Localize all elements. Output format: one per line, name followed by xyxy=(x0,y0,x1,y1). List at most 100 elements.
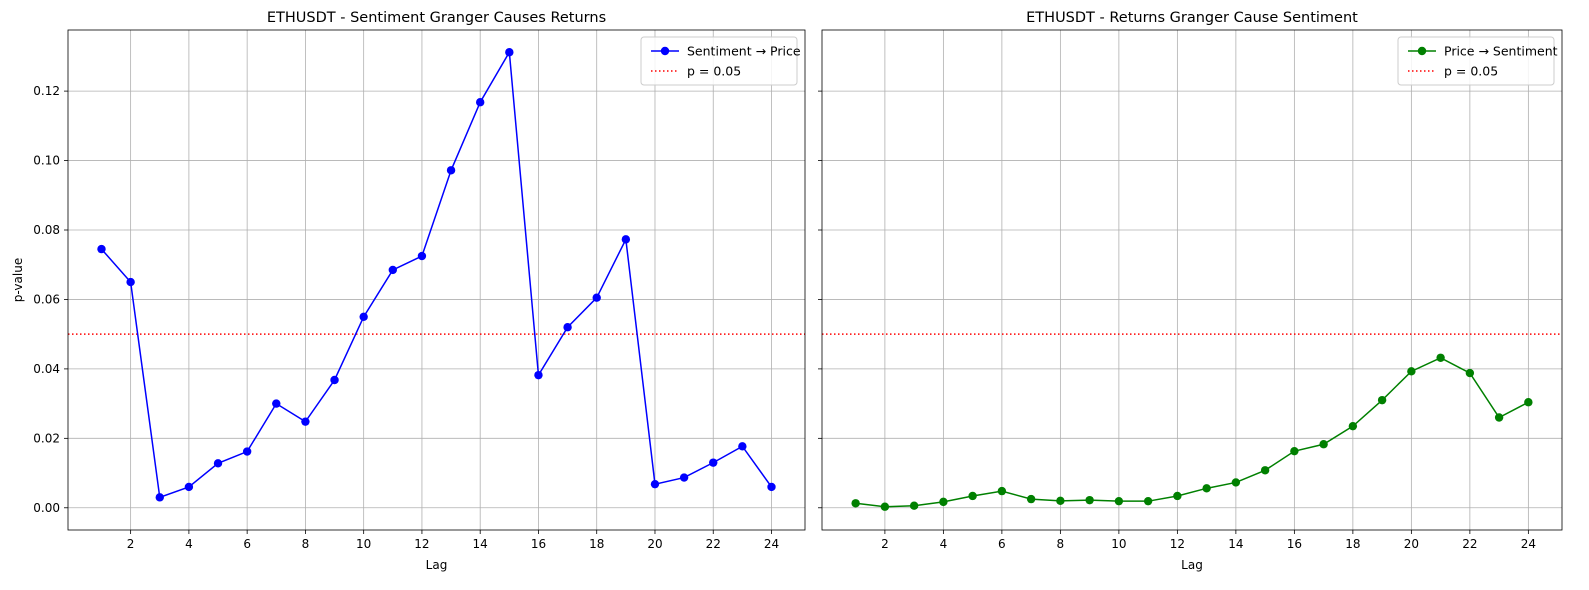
y-tick-label: 0.08 xyxy=(33,223,60,237)
x-tick-label: 2 xyxy=(881,537,889,551)
data-point xyxy=(1260,466,1270,475)
y-tick-label: 0.12 xyxy=(33,84,60,98)
data-point xyxy=(1436,353,1445,362)
data-point xyxy=(330,375,339,385)
x-tick-label: 12 xyxy=(414,537,429,551)
x-tick-label: 4 xyxy=(185,537,193,551)
data-point xyxy=(446,166,456,175)
legend-entry-series: Price → Sentiment xyxy=(1444,44,1558,59)
data-point xyxy=(650,479,660,489)
data-point xyxy=(997,486,1007,496)
data-point xyxy=(417,251,427,261)
data-point xyxy=(968,491,977,501)
data-point xyxy=(709,458,718,467)
x-tick-label: 18 xyxy=(1345,537,1360,551)
legend-entry-reference: p = 0.05 xyxy=(687,64,741,79)
data-point xyxy=(1407,367,1416,376)
data-point xyxy=(563,323,572,332)
chart-panel-1: 2 4 6 8 10 12 14 16 18 20 22 240.000.020.040.060.08… xyxy=(11,10,806,572)
plot-frame xyxy=(67,29,806,531)
data-point xyxy=(1202,484,1211,493)
legend-box xyxy=(640,36,798,86)
legend-marker-swatch xyxy=(660,46,670,56)
x-tick-label: 6 xyxy=(998,537,1006,551)
chart-title: ETHUSDT - Sentiment Granger Causes Retur… xyxy=(267,10,606,26)
data-point xyxy=(301,417,310,426)
data-point xyxy=(1348,421,1358,431)
x-axis-label: Lag xyxy=(1181,558,1203,572)
data-point xyxy=(213,459,223,468)
plot-frame xyxy=(821,29,1563,531)
data-point xyxy=(909,501,919,510)
x-tick-label: 20 xyxy=(647,537,662,551)
data-point xyxy=(388,265,398,275)
x-tick-label: 16 xyxy=(531,537,546,551)
x-tick-label: 18 xyxy=(589,537,604,551)
y-tick-label: 0.02 xyxy=(33,431,60,445)
chart-title: ETHUSDT - Returns Granger Cause Sentimen… xyxy=(1026,10,1358,26)
data-point xyxy=(1377,395,1387,405)
legend-entry-reference: p = 0.05 xyxy=(1444,64,1498,79)
legend: Price → Sentiment p = 0.05 xyxy=(1397,36,1558,86)
data-point xyxy=(505,48,514,57)
x-tick-label: 8 xyxy=(1057,537,1065,551)
y-tick-label: 0.06 xyxy=(33,292,60,306)
legend-marker-swatch xyxy=(1417,46,1427,56)
legend-box xyxy=(1397,36,1555,86)
data-point xyxy=(1085,495,1094,505)
data-point xyxy=(272,399,281,408)
data-point xyxy=(155,493,164,502)
data-point xyxy=(1056,496,1065,506)
series-line xyxy=(100,49,773,499)
data-point xyxy=(1173,491,1182,501)
data-point xyxy=(738,442,747,451)
x-tick-label: 14 xyxy=(1228,537,1243,551)
x-tick-label: 22 xyxy=(706,537,721,551)
data-point xyxy=(1026,494,1036,504)
x-tick-label: 16 xyxy=(1287,537,1302,551)
legend-entry-series: Sentiment → Price xyxy=(687,44,801,59)
data-point xyxy=(534,370,543,380)
x-tick-label: 8 xyxy=(302,537,310,551)
x-tick-label: 10 xyxy=(356,537,371,551)
y-tick-label: 0.00 xyxy=(33,501,60,515)
data-point xyxy=(1465,368,1475,378)
data-point xyxy=(939,497,948,507)
data-point xyxy=(97,244,106,254)
data-point xyxy=(1494,413,1504,422)
y-axis-label: p-value xyxy=(11,258,25,302)
x-tick-label: 12 xyxy=(1170,537,1185,551)
x-tick-label: 14 xyxy=(473,537,488,551)
data-point xyxy=(1231,478,1241,487)
data-point xyxy=(184,482,194,492)
x-tick-label: 24 xyxy=(1521,537,1536,551)
data-point xyxy=(475,98,485,107)
data-point xyxy=(242,447,252,456)
x-tick-label: 4 xyxy=(940,537,948,551)
x-tick-label: 10 xyxy=(1111,537,1126,551)
data-point xyxy=(359,312,368,322)
data-point xyxy=(592,293,601,302)
x-tick-label: 24 xyxy=(764,537,779,551)
y-tick-label: 0.10 xyxy=(33,154,60,168)
x-tick-label: 2 xyxy=(127,537,135,551)
data-point xyxy=(126,277,135,287)
data-point xyxy=(880,502,890,511)
data-point xyxy=(1143,496,1153,506)
x-tick-label: 20 xyxy=(1404,537,1419,551)
data-point xyxy=(679,473,689,482)
data-point xyxy=(1114,496,1124,506)
data-point xyxy=(1290,446,1299,456)
x-tick-label: 6 xyxy=(243,537,251,551)
data-point xyxy=(1524,398,1533,407)
x-tick-label: 22 xyxy=(1462,537,1477,551)
series-line xyxy=(855,356,1529,508)
data-point xyxy=(621,235,631,244)
data-point xyxy=(851,499,860,508)
data-point xyxy=(1319,440,1328,449)
x-axis-label: Lag xyxy=(426,558,448,572)
y-tick-label: 0.04 xyxy=(33,362,60,376)
data-point xyxy=(767,482,776,492)
